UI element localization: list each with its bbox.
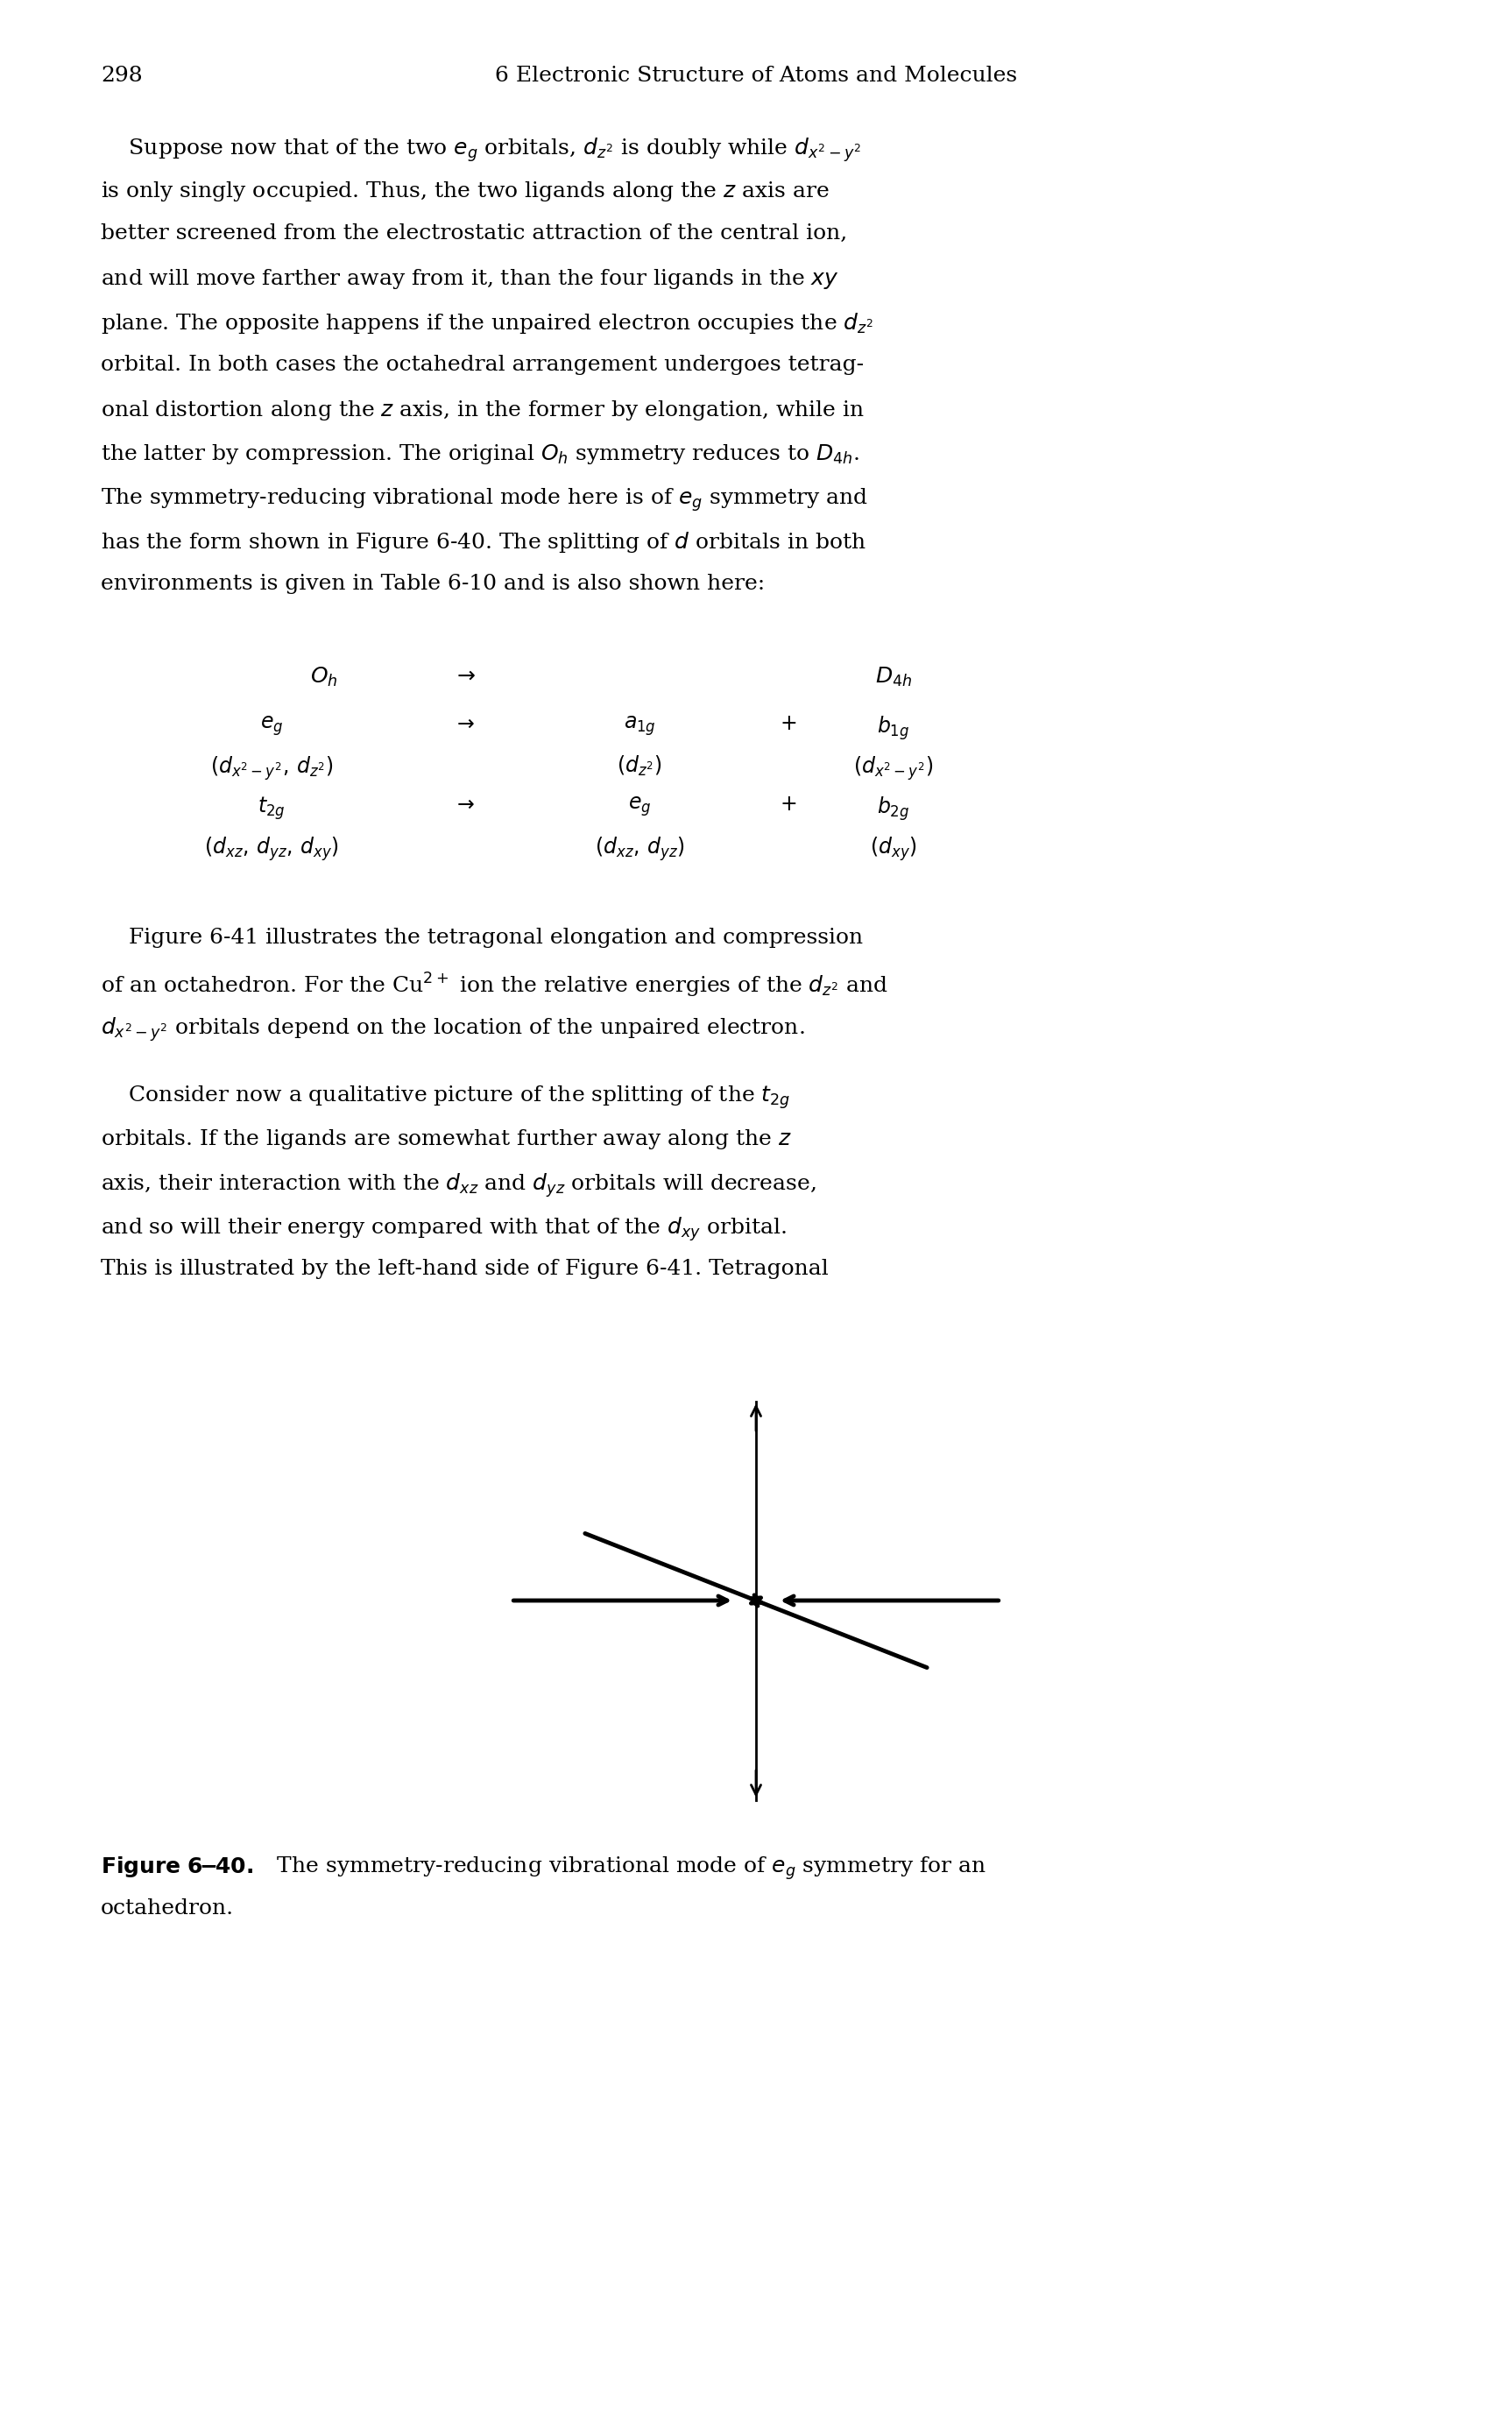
Text: and will move farther away from it, than the four ligands in the $xy$: and will move farther away from it, than… <box>101 267 839 292</box>
Text: $+$: $+$ <box>780 715 797 734</box>
Text: Figure 6-41 illustrates the tetragonal elongation and compression: Figure 6-41 illustrates the tetragonal e… <box>101 929 863 948</box>
Text: $+$: $+$ <box>780 795 797 814</box>
Text: 298: 298 <box>101 66 142 85</box>
Text: onal distortion along the $z$ axis, in the former by elongation, while in: onal distortion along the $z$ axis, in t… <box>101 399 865 423</box>
Text: $D_{4h}$: $D_{4h}$ <box>875 666 912 688</box>
Text: environments is given in Table 6-10 and is also shown here:: environments is given in Table 6-10 and … <box>101 574 765 593</box>
Text: $b_{1g}$: $b_{1g}$ <box>877 715 910 741</box>
Text: axis, their interaction with the $d_{xz}$ and $d_{yz}$ orbitals will decrease,: axis, their interaction with the $d_{xz}… <box>101 1172 816 1198</box>
Text: $(d_{xy})$: $(d_{xy})$ <box>869 834 916 863</box>
Text: Suppose now that of the two $e_g$ orbitals, $d_{z^2}$ is doubly while $d_{x^2-y^: Suppose now that of the two $e_g$ orbita… <box>101 136 862 163</box>
Text: $t_{2g}$: $t_{2g}$ <box>257 795 286 822</box>
Text: $O_h$: $O_h$ <box>310 666 339 688</box>
Text: $(d_{xz},\,d_{yz})$: $(d_{xz},\,d_{yz})$ <box>594 834 685 863</box>
Text: $(d_{x^2-y^2},\,d_{z^2})$: $(d_{x^2-y^2},\,d_{z^2})$ <box>210 754 333 783</box>
Text: $b_{2g}$: $b_{2g}$ <box>877 795 910 822</box>
Text: octahedron.: octahedron. <box>101 1899 234 1918</box>
Text: and so will their energy compared with that of the $d_{xy}$ orbital.: and so will their energy compared with t… <box>101 1216 788 1242</box>
Text: orbital. In both cases the octahedral arrangement undergoes tetrag-: orbital. In both cases the octahedral ar… <box>101 355 863 374</box>
Text: has the form shown in Figure 6-40. The splitting of $d$ orbitals in both: has the form shown in Figure 6-40. The s… <box>101 530 866 554</box>
Text: is only singly occupied. Thus, the two ligands along the $z$ axis are: is only singly occupied. Thus, the two l… <box>101 180 829 204</box>
Text: orbitals. If the ligands are somewhat further away along the $z$: orbitals. If the ligands are somewhat fu… <box>101 1128 792 1152</box>
Text: $\rightarrow$: $\rightarrow$ <box>452 666 476 686</box>
Text: 6 Electronic Structure of Atoms and Molecules: 6 Electronic Structure of Atoms and Mole… <box>494 66 1018 85</box>
Text: $\rightarrow$: $\rightarrow$ <box>454 715 475 734</box>
Text: This is illustrated by the left-hand side of Figure 6-41. Tetragonal: This is illustrated by the left-hand sid… <box>101 1259 829 1279</box>
Text: $e_g$: $e_g$ <box>260 715 283 737</box>
Text: $e_g$: $e_g$ <box>627 795 652 817</box>
Text: Consider now a qualitative picture of the splitting of the $t_{2g}$: Consider now a qualitative picture of th… <box>101 1084 791 1111</box>
Text: of an octahedron. For the Cu$^{2+}$ ion the relative energies of the $d_{z^2}$ a: of an octahedron. For the Cu$^{2+}$ ion … <box>101 972 888 999</box>
Text: better screened from the electrostatic attraction of the central ion,: better screened from the electrostatic a… <box>101 224 847 243</box>
Text: plane. The opposite happens if the unpaired electron occupies the $d_{z^2}$: plane. The opposite happens if the unpai… <box>101 311 874 335</box>
Text: $(d_{xz},\,d_{yz},\,d_{xy})$: $(d_{xz},\,d_{yz},\,d_{xy})$ <box>204 834 339 863</box>
Text: $\mathbf{Figure\ 6\!\!-\!\!40.}$: $\mathbf{Figure\ 6\!\!-\!\!40.}$ <box>101 1855 254 1879</box>
Text: the latter by compression. The original $O_h$ symmetry reduces to $D_{4h}$.: the latter by compression. The original … <box>101 442 859 467</box>
Text: $d_{x^2-y^2}$ orbitals depend on the location of the unpaired electron.: $d_{x^2-y^2}$ orbitals depend on the loc… <box>101 1016 804 1043</box>
Text: $a_{1g}$: $a_{1g}$ <box>623 715 656 737</box>
Text: $(d_{z^2})$: $(d_{z^2})$ <box>617 754 662 778</box>
Text: $(d_{x^2-y^2})$: $(d_{x^2-y^2})$ <box>854 754 933 783</box>
Text: The symmetry-reducing vibrational mode here is of $e_g$ symmetry and: The symmetry-reducing vibrational mode h… <box>101 486 868 513</box>
Text: $\rightarrow$: $\rightarrow$ <box>454 795 475 814</box>
Text: The symmetry-reducing vibrational mode of $e_g$ symmetry for an: The symmetry-reducing vibrational mode o… <box>263 1855 986 1882</box>
